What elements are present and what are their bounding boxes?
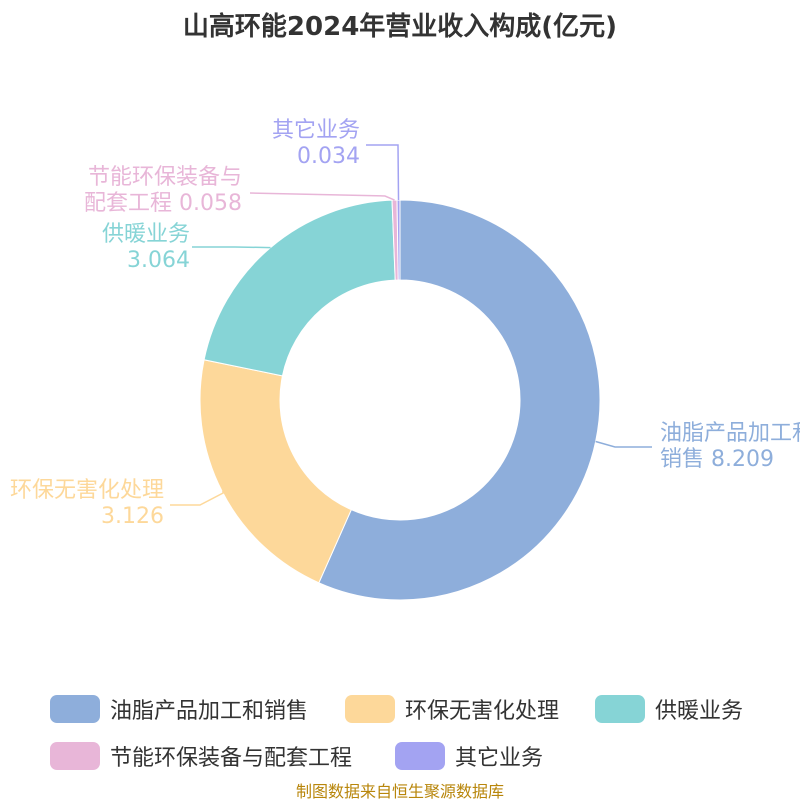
donut-slice: [396, 199, 401, 281]
slice-label-value: 8.209: [711, 447, 774, 472]
slice-label: 供暖业务 3.064: [80, 222, 190, 274]
chart-title: 山高环能2024年营业收入构成(亿元): [182, 12, 618, 42]
legend-swatch: [595, 695, 645, 723]
legend-label: 其它业务: [455, 746, 544, 771]
legend-item: 供暖业务: [595, 693, 743, 725]
donut-slice: [318, 199, 601, 601]
legend-item: 油脂产品加工和销售: [50, 693, 308, 725]
slice-label: 油脂产品加工和销售 8.209: [660, 421, 800, 473]
slice-label-name: 供暖业务: [101, 222, 190, 247]
legend-swatch: [50, 695, 100, 723]
slice-label: 节能环保装备与配套工程 0.058: [67, 165, 242, 217]
slice-label-name: 其它业务: [271, 118, 360, 143]
slice-label: 环保无害化处理 3.126: [0, 478, 164, 530]
legend-label: 油脂产品加工和销售: [110, 699, 309, 724]
leader-line: [170, 490, 228, 506]
leader-line: [366, 144, 400, 201]
legend-label: 节能环保装备与配套工程: [110, 746, 353, 771]
legend-swatch: [50, 742, 100, 770]
donut-slice: [199, 359, 352, 584]
leader-line: [249, 192, 395, 201]
slice-label-value: 3.126: [101, 504, 164, 529]
leader-line: [192, 246, 271, 249]
slice-label-name: 节能环保装备与配套工程: [84, 165, 242, 216]
legend-swatch: [395, 742, 445, 770]
legend-label: 供暖业务: [655, 699, 744, 724]
legend-label: 环保无害化处理: [405, 699, 560, 724]
slice-label-value: 0.058: [179, 191, 242, 216]
legend-swatch: [345, 695, 395, 723]
slice-label-value: 0.034: [297, 144, 360, 169]
slice-label-value: 3.064: [127, 248, 190, 273]
source-note: 制图数据来自恒生聚源数据库: [295, 782, 504, 800]
donut-slice: [203, 199, 396, 377]
slice-label: 其它业务 0.034: [260, 118, 360, 170]
legend-item: 环保无害化处理: [345, 693, 559, 725]
legend-item: 其它业务: [395, 740, 543, 772]
slice-label-name: 油脂产品加工和销售: [660, 421, 800, 472]
legend-item: 节能环保装备与配套工程: [50, 740, 352, 772]
slice-label-name: 环保无害化处理: [9, 478, 164, 503]
leader-line: [595, 440, 652, 448]
